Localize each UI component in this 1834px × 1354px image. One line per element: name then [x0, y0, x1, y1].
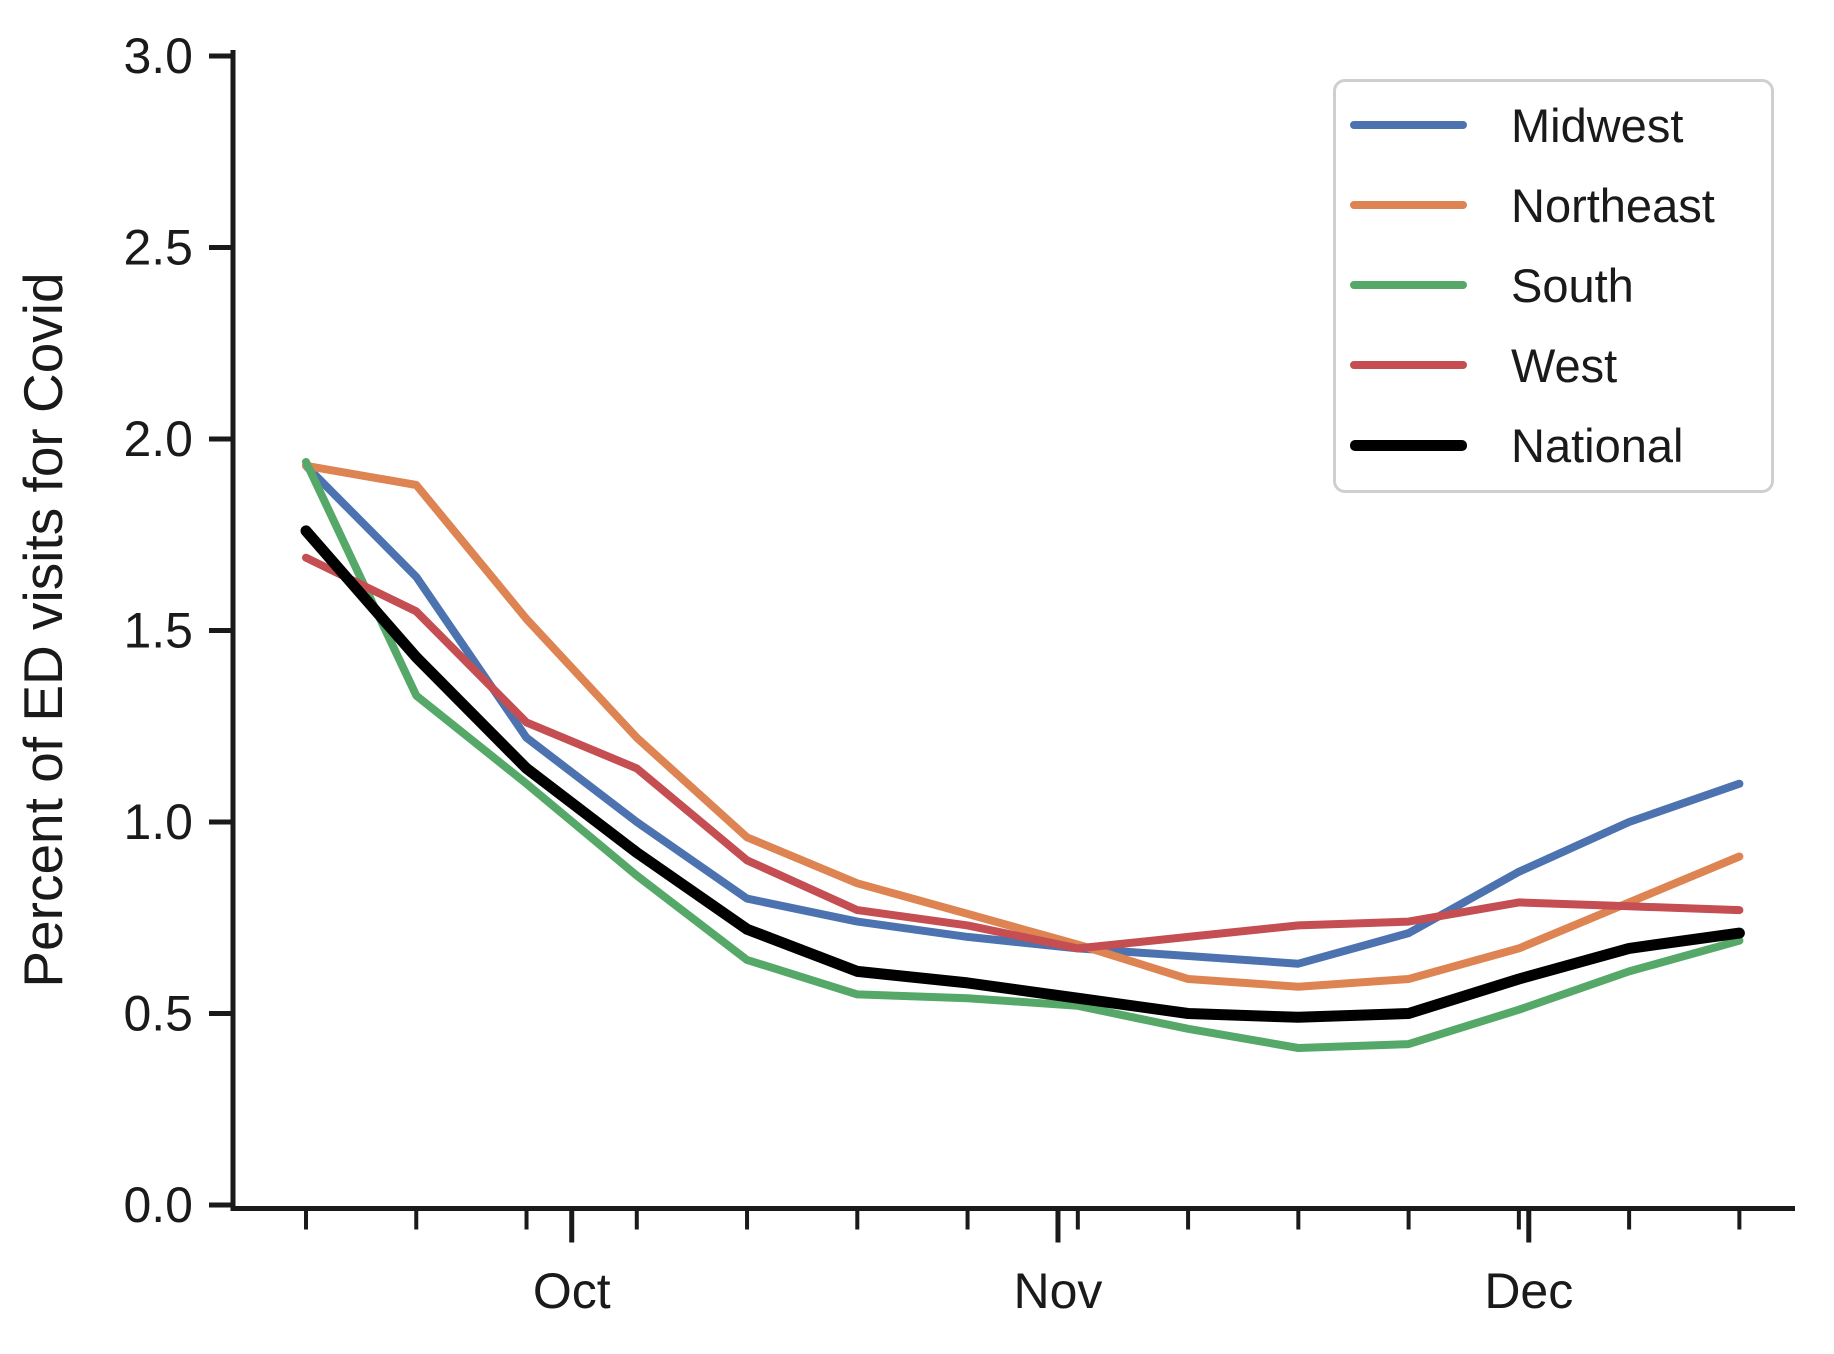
- x-tick-label-nov: Nov: [1014, 1263, 1103, 1319]
- x-axis-ticks: Oct Nov Dec: [304, 1211, 1742, 1319]
- y-tick-label: 3.0: [123, 28, 193, 84]
- y-tick-label: 1.5: [123, 603, 193, 659]
- line-south: [302, 458, 1744, 1052]
- x-tick-label-dec: Dec: [1484, 1263, 1573, 1319]
- line-national: [300, 525, 1745, 1023]
- legend-row-south: South: [1336, 245, 1771, 325]
- legend-row-national: National: [1336, 405, 1771, 485]
- legend-label: Northeast: [1511, 178, 1715, 232]
- legend-label: National: [1511, 418, 1684, 472]
- y-tick-label: 2.5: [123, 220, 193, 276]
- y-axis-ticks: 0.0 0.5 1.0 1.5 2.0 2.5 3.0: [123, 28, 233, 1233]
- legend-label: West: [1511, 338, 1618, 392]
- legend-row-midwest: Midwest: [1336, 85, 1771, 165]
- legend-line-sample-national: [1350, 439, 1467, 451]
- y-tick-label: 0.0: [123, 1177, 193, 1233]
- y-tick-label: 1.0: [123, 794, 193, 850]
- legend-row-west: West: [1336, 325, 1771, 405]
- legend-label: Midwest: [1511, 98, 1684, 152]
- x-tick-label-oct: Oct: [533, 1263, 611, 1319]
- legend-row-northeast: Northeast: [1336, 165, 1771, 245]
- legend-line-sample-south: [1350, 281, 1467, 289]
- legend-line-sample-northeast: [1350, 201, 1467, 209]
- line-west: [302, 553, 1744, 953]
- legend-line-sample-midwest: [1350, 121, 1467, 129]
- line-midwest: [302, 461, 1744, 968]
- legend-label: South: [1511, 258, 1634, 312]
- y-tick-label: 2.0: [123, 411, 193, 467]
- legend-line-sample-west: [1350, 361, 1467, 369]
- legend: Midwest Northeast South West National: [1333, 79, 1774, 493]
- line-northeast: [302, 461, 1744, 991]
- y-axis-title: Percent of ED visits for Covid: [12, 272, 74, 987]
- data-series: [300, 458, 1745, 1052]
- y-tick-label: 0.5: [123, 986, 193, 1042]
